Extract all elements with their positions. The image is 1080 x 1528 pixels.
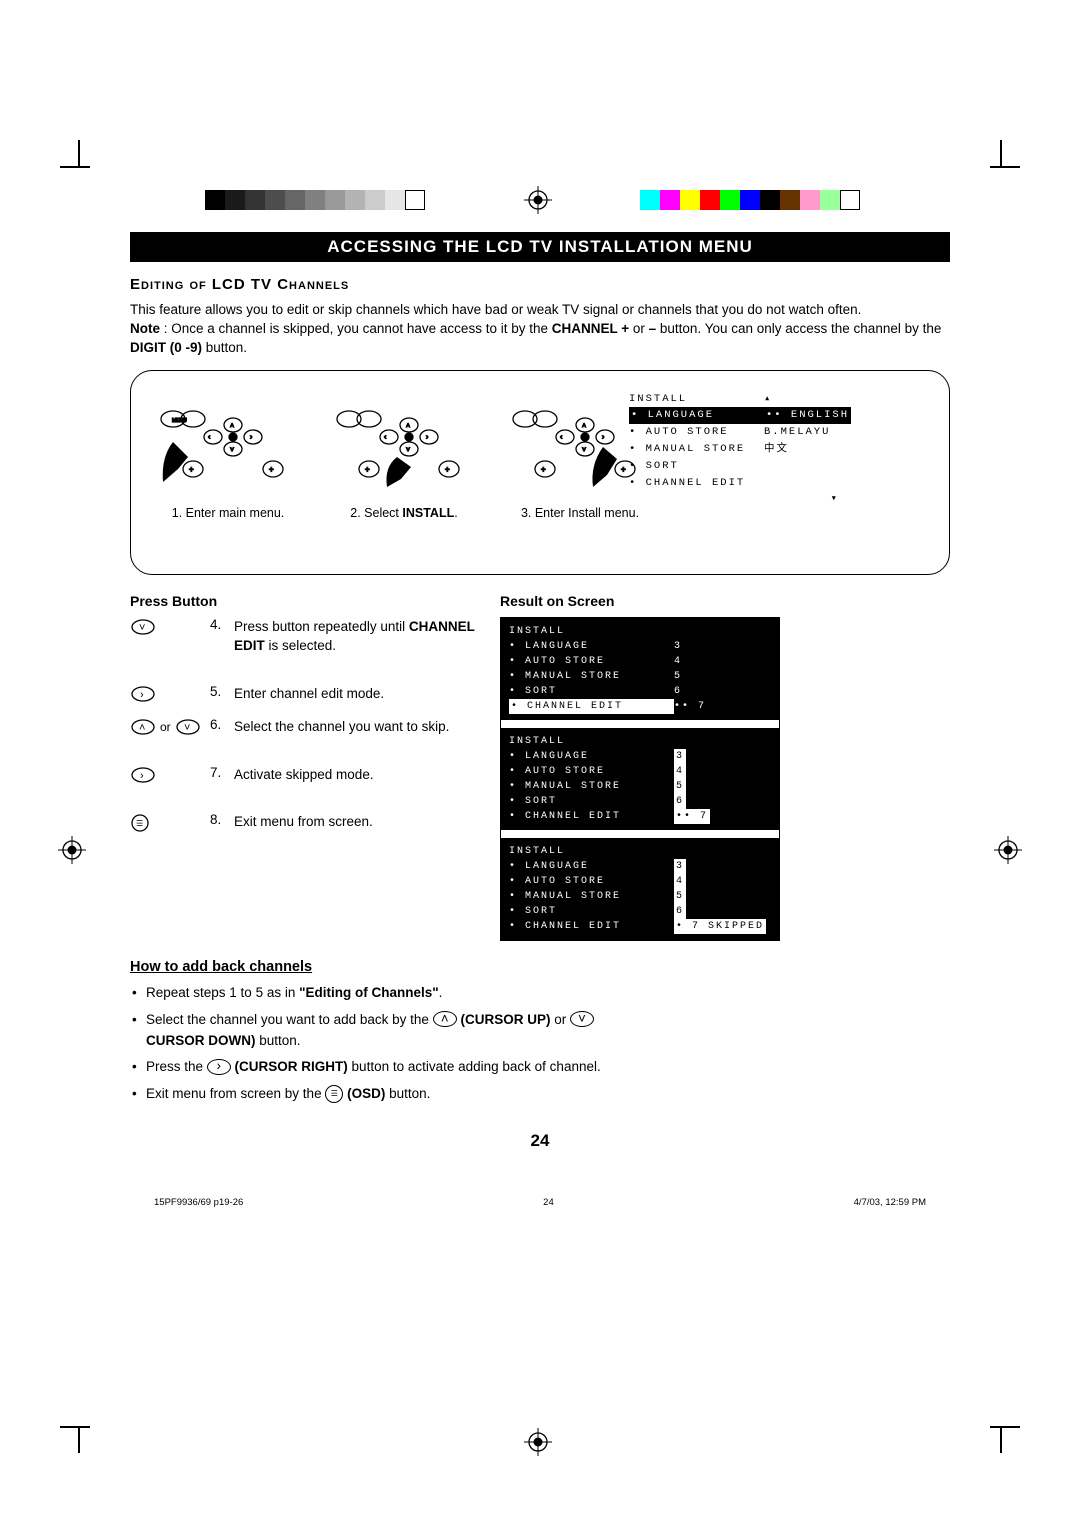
svg-text:‹: ‹ xyxy=(384,434,387,441)
footer: 15PF9936/69 p19-26 24 4/7/03, 12:59 PM xyxy=(130,1197,950,1208)
result-screens: INSTALL • LANGUAGE3 • AUTO STORE4 • MANU… xyxy=(500,617,780,941)
svg-text:›: › xyxy=(140,770,144,782)
cropmark xyxy=(1000,140,1002,166)
step-number: 8. xyxy=(210,812,234,827)
svg-text:˅: ˅ xyxy=(582,447,586,454)
osd-screen: INSTALL • LANGUAGE3 • AUTO STORE4 • MANU… xyxy=(501,720,779,830)
svg-text:+: + xyxy=(621,465,626,474)
step-number: 4. xyxy=(210,617,234,632)
cropmark xyxy=(990,1426,1020,1428)
osd-preview-mini: INSTALL▴ • LANGUAGE•• ENGLISH• AUTO STOR… xyxy=(629,391,889,509)
osd-icon: ☰ xyxy=(325,1085,343,1103)
howto-item: Select the channel you want to add back … xyxy=(130,1010,950,1052)
cursor-right-icon: › xyxy=(207,1059,231,1075)
svg-text:MENU: MENU xyxy=(172,418,187,424)
step-text: Activate skipped mode. xyxy=(234,765,500,785)
cropmark xyxy=(78,1427,80,1453)
note-label: Note xyxy=(130,321,160,336)
svg-text:›: › xyxy=(250,434,253,441)
svg-text:+: + xyxy=(189,465,194,474)
steps-area: ˅ 4.Press button repeatedly until CHANNEL… xyxy=(130,617,950,941)
cropmark xyxy=(78,140,80,166)
step-row: › 5.Enter channel edit mode. xyxy=(130,684,500,704)
step-text: Enter channel edit mode. xyxy=(234,684,500,704)
osd-screen: INSTALL • LANGUAGE3 • AUTO STORE4 • MANU… xyxy=(501,830,779,940)
cropmark xyxy=(60,166,90,168)
step-text: Press button repeatedly until CHANNEL ED… xyxy=(234,617,500,656)
step-button-icon: ˄ or ˅ xyxy=(130,717,210,736)
howto-item: Repeat steps 1 to 5 as in "Editing of Ch… xyxy=(130,983,950,1004)
diagram-box: MENU ‹ › ˄ ˅ + + 1. Enter main menu. ‹ › ˄ ˅ xyxy=(130,370,950,575)
step-text: Select the channel you want to skip. xyxy=(234,717,500,737)
registration-mark-right xyxy=(994,836,1022,864)
svg-text:˅: ˅ xyxy=(139,622,145,634)
svg-text:+: + xyxy=(365,465,370,474)
svg-text:☰: ☰ xyxy=(136,819,143,828)
color-bar xyxy=(640,190,860,210)
svg-text:›: › xyxy=(426,434,429,441)
svg-text:˄: ˄ xyxy=(406,423,410,430)
step-row: ˅ 4.Press button repeatedly until CHANNEL… xyxy=(130,617,500,656)
section-subtitle: Editing of LCD TV Channels xyxy=(130,276,950,293)
step-row: ˄ or ˅6.Select the channel you want to s… xyxy=(130,717,500,737)
grayscale-bar xyxy=(205,190,425,210)
svg-text:‹: ‹ xyxy=(560,434,563,441)
steps-list: ˅ 4.Press button repeatedly until CHANNEL… xyxy=(130,617,500,941)
step-number: 6. xyxy=(210,717,234,732)
step-text: Exit menu from screen. xyxy=(234,812,500,832)
registration-mark-top xyxy=(524,186,552,214)
svg-text:˅: ˅ xyxy=(184,722,190,734)
svg-text:˅: ˅ xyxy=(230,447,234,454)
page-number: 24 xyxy=(130,1131,950,1151)
diagram-caption-2: 2. Select INSTALL. xyxy=(329,506,479,520)
svg-text:›: › xyxy=(602,434,605,441)
step-number: 5. xyxy=(210,684,234,699)
step-button-icon: ˅ xyxy=(130,617,210,636)
remote-diagram-2: ‹ › ˄ ˅ + + 2. Select INSTALL. xyxy=(329,387,479,520)
diagram-caption-1: 1. Enter main menu. xyxy=(153,506,303,520)
howto-list: Repeat steps 1 to 5 as in "Editing of Ch… xyxy=(130,983,950,1106)
registration-mark-bottom xyxy=(524,1428,552,1456)
columns-header: Press Button Result on Screen xyxy=(130,593,950,609)
page: Accessing the LCD TV Installation Menu E… xyxy=(0,0,1080,1528)
step-number: 7. xyxy=(210,765,234,780)
svg-text:+: + xyxy=(269,465,274,474)
svg-text:+: + xyxy=(541,465,546,474)
howto-header: How to add back channels xyxy=(130,959,950,975)
cursor-down-icon: ˅ xyxy=(570,1011,594,1027)
howto-item: Exit menu from screen by the ☰ (OSD) but… xyxy=(130,1084,950,1105)
svg-text:˄: ˄ xyxy=(139,722,145,734)
footer-right: 4/7/03, 12:59 PM xyxy=(854,1197,926,1208)
remote-diagram-1: MENU ‹ › ˄ ˅ + + 1. Enter main menu. xyxy=(153,387,303,520)
step-button-icon: › xyxy=(130,684,210,703)
step-row: › 7.Activate skipped mode. xyxy=(130,765,500,785)
footer-mid: 24 xyxy=(543,1197,554,1208)
svg-text:‹: ‹ xyxy=(208,434,211,441)
intro-line: This feature allows you to edit or skip … xyxy=(130,302,861,317)
cropmark xyxy=(1000,1427,1002,1453)
svg-text:˄: ˄ xyxy=(230,423,234,430)
press-button-header: Press Button xyxy=(130,593,500,609)
step-button-icon: ☰ xyxy=(130,812,210,833)
cropmark xyxy=(60,1426,90,1428)
cursor-up-icon: ˄ xyxy=(433,1011,457,1027)
svg-text:+: + xyxy=(445,465,450,474)
page-title: Accessing the LCD TV Installation Menu xyxy=(130,232,950,262)
svg-text:˅: ˅ xyxy=(406,447,410,454)
svg-text:›: › xyxy=(140,689,144,701)
step-row: ☰ 8.Exit menu from screen. xyxy=(130,812,500,833)
svg-text:˄: ˄ xyxy=(582,423,586,430)
result-header: Result on Screen xyxy=(500,593,614,609)
footer-left: 15PF9936/69 p19-26 xyxy=(154,1197,243,1208)
howto-item: Press the › (CURSOR RIGHT) button to act… xyxy=(130,1057,950,1078)
cropmark xyxy=(990,166,1020,168)
registration-mark-left xyxy=(58,836,86,864)
osd-screen: INSTALL • LANGUAGE3 • AUTO STORE4 • MANU… xyxy=(501,618,779,720)
intro-text: This feature allows you to edit or skip … xyxy=(130,301,950,358)
step-button-icon: › xyxy=(130,765,210,784)
